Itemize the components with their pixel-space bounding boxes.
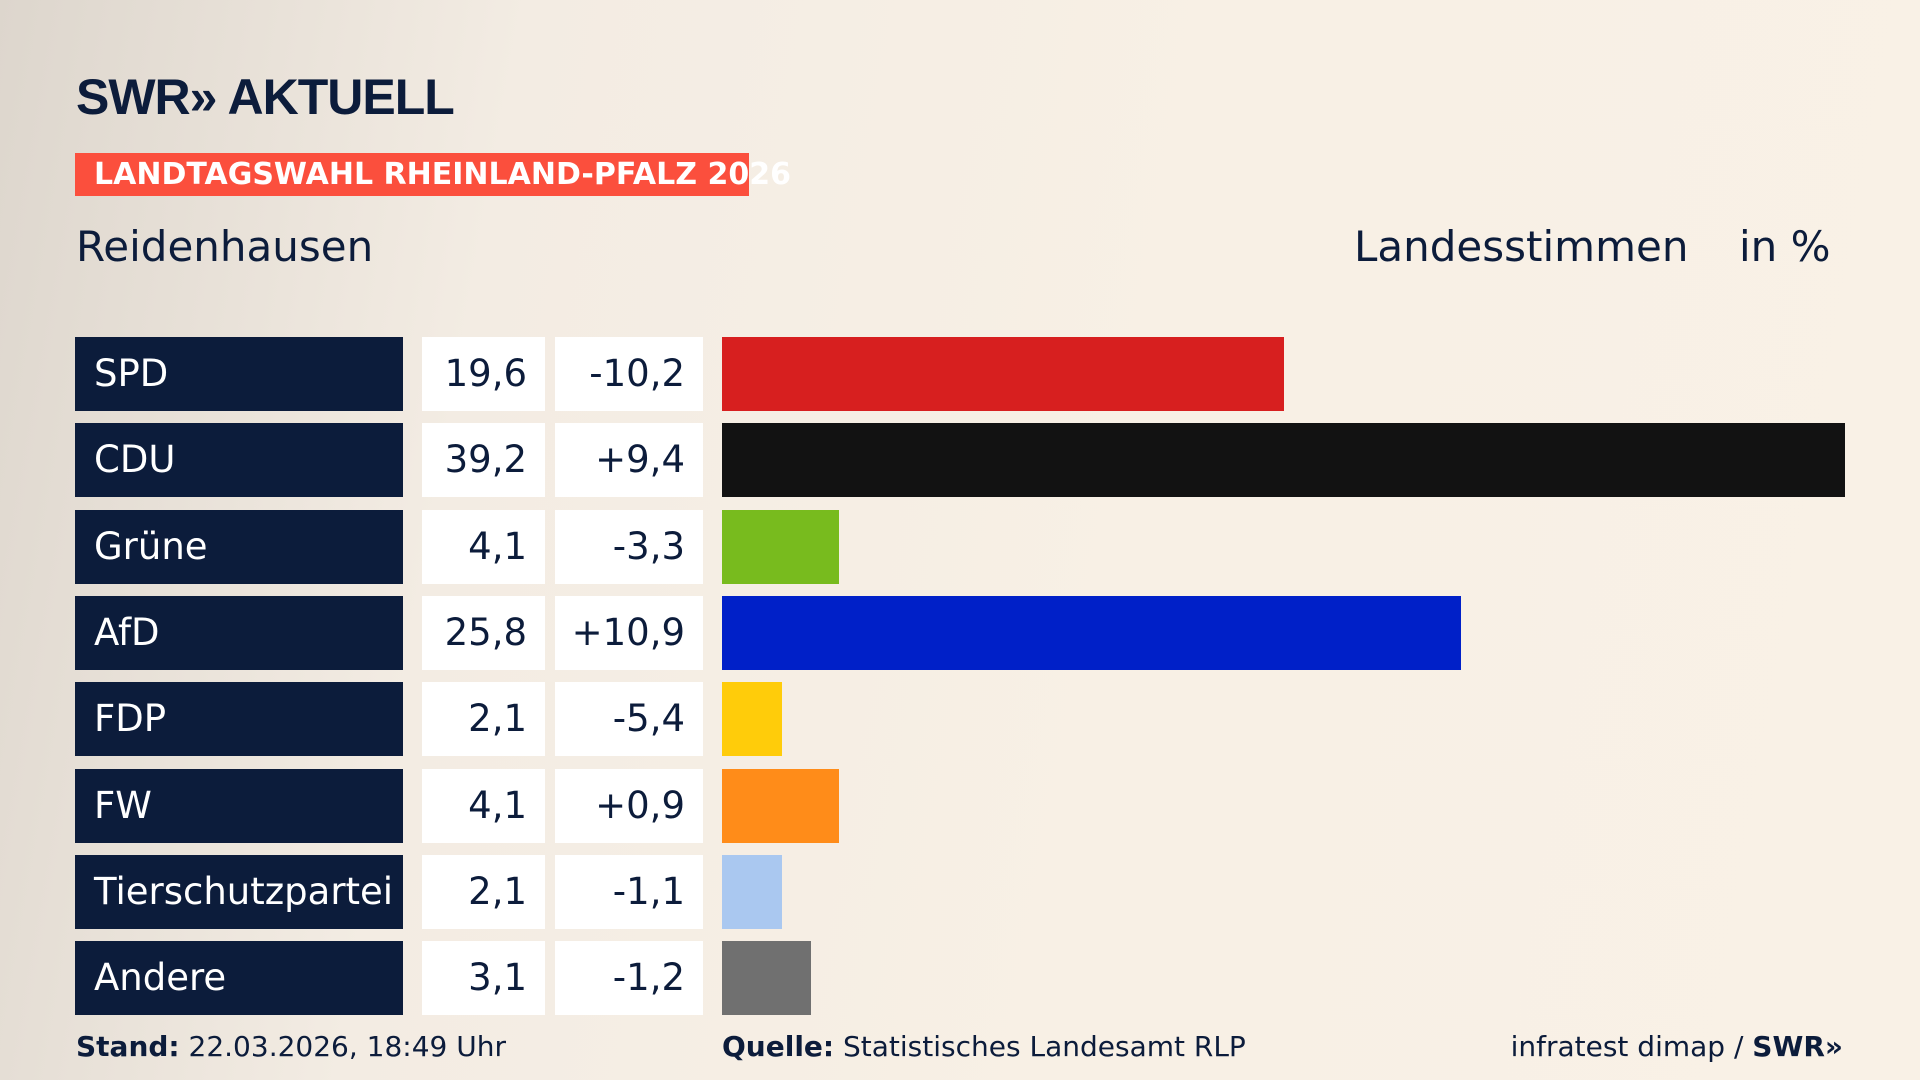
party-label: FDP (75, 682, 403, 757)
vote-share: 19,6 (422, 337, 545, 411)
vote-share: 3,1 (422, 941, 545, 1016)
unit-label: in % (1739, 222, 1831, 271)
stand: Stand: 22.03.2026, 18:49 Uhr (76, 1030, 506, 1063)
vote-change: +0,9 (555, 768, 703, 843)
stand-label: Stand: (76, 1030, 180, 1063)
bar-andere (722, 941, 811, 1016)
vote-change: +10,9 (555, 595, 703, 670)
source-label: Quelle: (722, 1030, 835, 1063)
vote-share: 39,2 (422, 423, 545, 498)
party-label: SPD (75, 337, 403, 411)
vote-share: 4,1 (422, 768, 545, 843)
credit-text: infratest dimap / (1510, 1030, 1753, 1063)
bar-fdp (722, 682, 783, 757)
credit: infratest dimap / SWR» (1511, 1030, 1843, 1063)
vote-share: 25,8 (422, 595, 545, 670)
party-label: Andere (75, 941, 403, 1016)
bar-spd (722, 337, 1284, 411)
bar-grüne (722, 509, 840, 584)
stand-value: 22.03.2026, 18:49 Uhr (188, 1030, 506, 1063)
vote-change: -3,3 (555, 509, 703, 584)
source-value: Statistisches Landesamt RLP (843, 1030, 1246, 1063)
party-label: AfD (75, 595, 403, 670)
vote-change: -10,2 (555, 337, 703, 411)
party-label: CDU (75, 423, 403, 498)
vote-share: 2,1 (422, 854, 545, 929)
party-label: Tierschutzpartei (75, 854, 403, 929)
measure-label: Landesstimmen (1354, 222, 1689, 271)
vote-change: -5,4 (555, 682, 703, 757)
swr-small-logo: SWR» (1752, 1030, 1843, 1063)
vote-share: 4,1 (422, 509, 545, 584)
election-banner: LANDTAGSWAHL RHEINLAND-PFALZ 2026 (75, 153, 791, 196)
party-label: FW (75, 768, 403, 843)
vote-change: -1,1 (555, 854, 703, 929)
vote-change: +9,4 (555, 423, 703, 498)
party-label: Grüne (75, 509, 403, 584)
vote-share: 2,1 (422, 682, 545, 757)
source: Quelle: Statistisches Landesamt RLP (722, 1030, 1246, 1063)
bar-fw (722, 768, 840, 843)
bar-afd (722, 595, 1462, 670)
swr-aktuell-logo: SWR» AKTUELL (76, 69, 455, 125)
bar-cdu (722, 423, 1845, 498)
place-title: Reidenhausen (76, 222, 374, 271)
bar-tierschutzpartei (722, 854, 783, 929)
vote-change: -1,2 (555, 941, 703, 1016)
